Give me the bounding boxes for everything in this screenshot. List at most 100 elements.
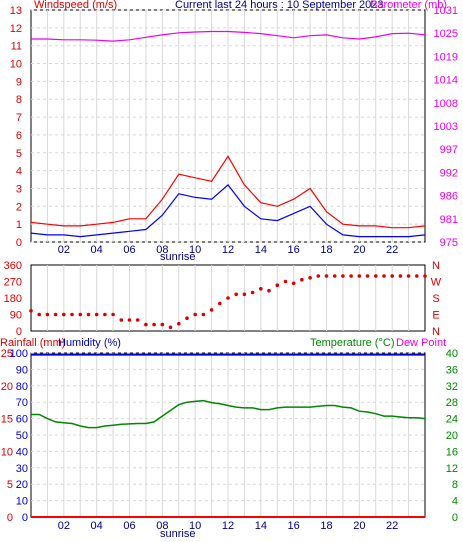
barometer-y-tick-label: 997 xyxy=(440,144,458,156)
wind-x-tick-label: 16 xyxy=(288,244,300,256)
direction-point xyxy=(283,279,288,284)
rainfall-y-axis-ticks: 0 5 10 15 20 25 xyxy=(1,348,13,524)
wind-y-tick-label: 7 xyxy=(16,112,22,124)
direction-point xyxy=(308,276,312,280)
wind-y-tick-label: 2 xyxy=(16,201,22,213)
rainfall-y-tick-label: 5 xyxy=(7,479,13,491)
direction-point xyxy=(78,312,83,317)
barometer-title: Barometer (mb) xyxy=(370,0,447,11)
direction-point xyxy=(62,312,66,317)
barometer-y-tick-label: 1025 xyxy=(434,28,458,40)
direction-point xyxy=(300,277,304,282)
direction-point xyxy=(357,274,362,278)
direction-point xyxy=(177,321,181,326)
humidity-y-tick-label: 40 xyxy=(16,446,28,458)
direction-point xyxy=(341,274,345,278)
temperature-y-tick-label: 4 xyxy=(452,496,458,508)
direction-point xyxy=(324,274,329,278)
barometer-y-tick-label: 1014 xyxy=(434,75,458,87)
direction-y-tick-label: 360 xyxy=(4,260,22,272)
wind-y-tick-label: 0 xyxy=(16,237,22,249)
humidity-y-tick-label: 0 xyxy=(22,512,28,524)
barometer-y-tick-label: 975 xyxy=(440,237,458,249)
direction-point xyxy=(168,325,173,330)
direction-point xyxy=(94,312,99,317)
barometer-y-tick-label: 992 xyxy=(440,167,458,179)
direction-point xyxy=(226,296,230,300)
direction-point xyxy=(415,274,419,278)
temperature-y-tick-label: 0 xyxy=(452,512,458,524)
temperature-y-axis-ticks: 0 4 8 12 16 20 24 28 32 36 40 xyxy=(446,348,458,524)
direction-point xyxy=(53,312,58,317)
compass-y-tick-label: N xyxy=(432,326,440,338)
humidity-y-tick-label: 70 xyxy=(16,397,28,409)
temp-x-tick-label: 12 xyxy=(222,520,234,532)
wind-y-tick-label: 1 xyxy=(16,219,22,231)
direction-point xyxy=(234,292,238,297)
wind-x-tick-label: 12 xyxy=(222,244,234,256)
direction-point xyxy=(267,288,271,293)
wind-x-tick-label: 04 xyxy=(91,244,103,256)
direction-point xyxy=(135,318,140,322)
temp-x-tick-label: 18 xyxy=(320,520,332,532)
direction-point xyxy=(29,309,33,313)
direction-y-tick-label: 180 xyxy=(4,293,22,305)
wind-y-tick-label: 10 xyxy=(10,59,22,71)
direction-point xyxy=(209,308,214,312)
chart-title: Current last 24 hours : 10 September 202… xyxy=(175,0,384,11)
direction-point xyxy=(242,292,247,297)
direction-point xyxy=(152,322,156,327)
humidity-y-tick-label: 100 xyxy=(10,348,28,360)
direction-point xyxy=(103,312,107,317)
temp-sunrise-label: sunrise xyxy=(160,528,195,540)
wind-x-tick-label: 22 xyxy=(386,244,398,256)
direction-point xyxy=(423,274,427,278)
compass-y-tick-label: S xyxy=(432,293,439,305)
barometer-y-tick-label: 986 xyxy=(440,191,458,203)
temperature-title: Temperature (°C) xyxy=(310,337,394,349)
direction-point xyxy=(382,274,386,278)
direction-point xyxy=(349,274,353,278)
temp-x-tick-label: 14 xyxy=(255,520,267,532)
wind-y-tick-label: 13 xyxy=(10,5,22,17)
humidity-y-tick-label: 90 xyxy=(16,364,28,376)
direction-point xyxy=(185,316,189,321)
temperature-y-tick-label: 16 xyxy=(446,446,458,458)
humidity-title: Humidity (%) xyxy=(58,337,121,349)
temp-x-tick-label: 16 xyxy=(288,520,300,532)
temperature-y-tick-label: 36 xyxy=(446,364,458,376)
barometer-line xyxy=(31,30,426,42)
humidity-y-tick-label: 60 xyxy=(16,414,28,426)
wind-sunrise-label: sunrise xyxy=(160,251,195,263)
rainfall-y-tick-label: 10 xyxy=(1,446,13,458)
temp-x-tick-label: 10 xyxy=(189,520,201,532)
direction-y-tick-label: 270 xyxy=(4,277,22,289)
direction-y-tick-label: 0 xyxy=(16,326,22,338)
direction-y-tick-label: 90 xyxy=(10,310,22,322)
barometer-y-tick-label: 1019 xyxy=(434,51,458,63)
temperature-y-tick-label: 20 xyxy=(446,430,458,442)
direction-point xyxy=(119,318,124,322)
wind-y-tick-label: 6 xyxy=(16,130,22,142)
compass-y-tick-label: N xyxy=(432,260,440,272)
humidity-y-tick-label: 30 xyxy=(16,463,28,475)
barometer-y-tick-label: 981 xyxy=(440,214,458,226)
direction-point xyxy=(218,301,222,306)
direction-point xyxy=(291,281,296,286)
dewpoint-title: Dew Point xyxy=(396,337,446,349)
temp-x-tick-label: 08 xyxy=(156,520,168,532)
windspeed-title: Windspeed (m/s) xyxy=(34,0,117,11)
direction-point xyxy=(259,287,263,291)
direction-point xyxy=(398,274,403,278)
direction-point xyxy=(127,318,132,322)
temperature-y-tick-label: 32 xyxy=(446,381,458,393)
rainfall-y-tick-label: 0 xyxy=(7,512,13,524)
rainfall-y-tick-label: 25 xyxy=(1,348,13,360)
temperature-line xyxy=(31,399,426,429)
